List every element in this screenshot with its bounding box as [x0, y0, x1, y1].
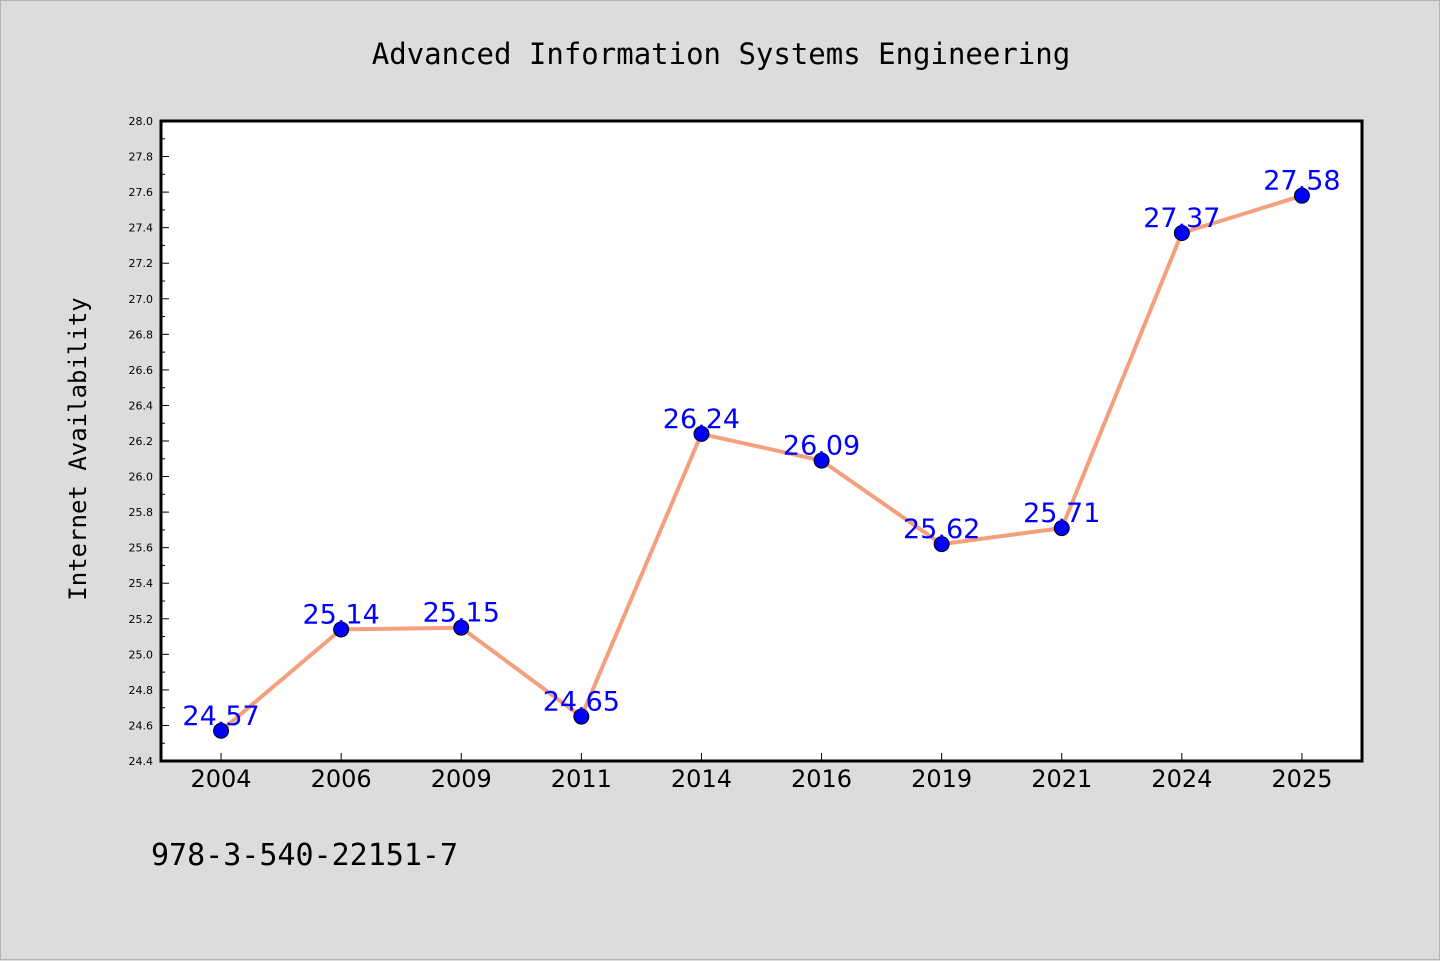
y-tick-label: 26.4 [129, 399, 154, 412]
data-label: 25.15 [423, 598, 500, 629]
y-tick-label: 27.8 [129, 151, 154, 164]
y-tick-label: 25.0 [129, 648, 154, 661]
data-point [933, 536, 950, 553]
data-label: 24.65 [543, 687, 620, 718]
data-label: 27.58 [1263, 166, 1340, 197]
data-label: 25.71 [1023, 498, 1100, 529]
data-label: 25.62 [903, 514, 980, 545]
y-tick-label: 24.4 [129, 755, 154, 768]
chart-title: Advanced Information Systems Engineering [372, 37, 1070, 71]
y-tick-label: 24.6 [129, 719, 154, 732]
y-tick-label: 26.6 [129, 364, 154, 377]
y-tick-label: 27.6 [129, 186, 154, 199]
series-line-group [219, 193, 1304, 733]
x-tick-label: 2011 [551, 765, 612, 793]
y-tick-label: 24.8 [129, 684, 154, 697]
x-axis: 2004 2006 2009 2011 2014 2016 2019 2021 2024 2025 [191, 753, 1332, 793]
data-point [1173, 225, 1190, 241]
data-label: 26.09 [783, 431, 860, 462]
x-tick-label: 2009 [431, 765, 492, 793]
data-point [453, 619, 470, 636]
data-point [1293, 187, 1310, 204]
data-point [1053, 520, 1070, 537]
y-tick-label: 26.0 [129, 471, 154, 484]
x-tick-label: 2019 [911, 765, 972, 793]
data-point [333, 621, 350, 638]
y-axis-label: Internet Availability [64, 297, 92, 600]
y-tick-label: 26.2 [129, 435, 154, 448]
data-point [213, 722, 230, 739]
data-labels: 24.57 25.14 25.15 24.65 26.24 26.09 25.62 25.71… [182, 166, 1340, 732]
x-tick-label: 2024 [1151, 765, 1212, 793]
data-label: 27.37 [1143, 203, 1220, 234]
x-tick-label: 2025 [1271, 765, 1332, 793]
data-label: 24.57 [182, 701, 259, 732]
footnote-isbn: 978-3-540-22151-7 [151, 838, 458, 873]
y-tick-label: 25.6 [129, 542, 154, 555]
series-line [219, 193, 1304, 733]
y-tick-label: 28.0 [129, 115, 154, 128]
data-point [693, 425, 710, 442]
y-tick-label: 25.4 [129, 577, 154, 590]
plot-area [159, 119, 1364, 763]
x-tick-label: 2006 [311, 765, 372, 793]
y-tick-label: 27.2 [129, 257, 154, 270]
data-point [813, 452, 830, 469]
y-tick-label: 27.4 [129, 222, 154, 235]
x-tick-label: 2016 [791, 765, 852, 793]
y-axis: 24.4 24.6 24.8 25.0 25.2 25.4 25.6 25.8 26.0 26.2… [129, 115, 169, 768]
y-tick-label: 25.8 [129, 506, 154, 519]
y-tick-label: 27.0 [129, 293, 154, 306]
x-tick-label: 2021 [1031, 765, 1092, 793]
data-label: 25.14 [303, 599, 380, 630]
y-tick-label: 26.8 [129, 328, 154, 341]
data-points [213, 187, 1310, 739]
x-tick-label: 2014 [671, 765, 732, 793]
x-tick-label: 2004 [191, 765, 252, 793]
data-label: 26.24 [663, 404, 740, 435]
data-point [573, 708, 590, 725]
y-tick-label: 25.2 [129, 613, 154, 626]
